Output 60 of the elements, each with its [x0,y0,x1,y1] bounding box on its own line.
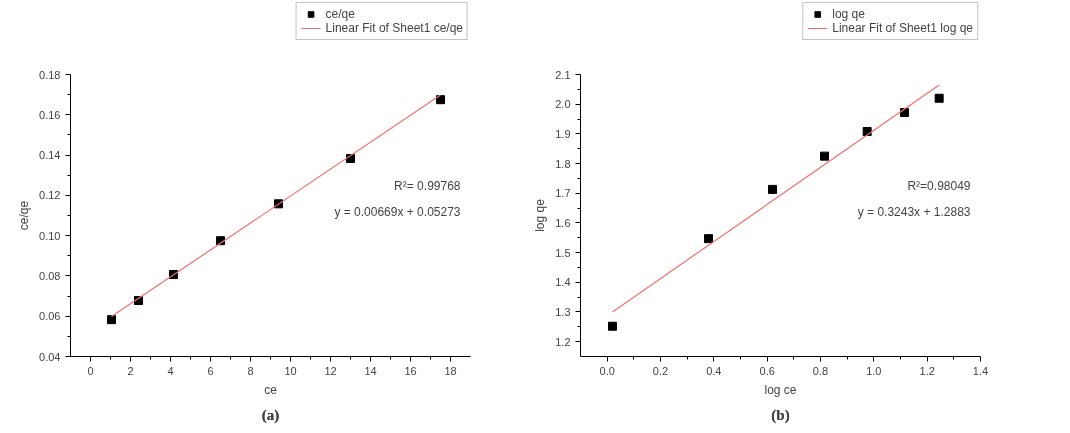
y-tick-label: 0.12 [39,189,61,202]
y-tick-label: 0.04 [39,350,61,363]
x-tick-label: 18 [444,364,457,377]
x-tick-label: 0.6 [759,364,775,377]
y-tick-label: 0.08 [39,269,61,282]
annotation: y = 0.00669x + 0.05273 [334,204,461,219]
text: (a) [261,406,280,424]
y-tick-label: 0.14 [39,149,61,162]
point [934,93,944,103]
y-axis-title: log qe [533,198,548,232]
legend-label: log qe [832,7,865,21]
point [768,184,777,194]
y-tick-label: 1.8 [555,157,571,170]
y-tick-label: 1.9 [555,127,571,140]
x-tick-label: 0.2 [652,364,669,377]
x-tick-label: 1.0 [866,364,882,377]
y-tick-label: 0.06 [39,310,61,323]
x-axis-title: ce [264,382,278,397]
point [107,315,116,325]
x-tick-label: 0 [87,364,94,377]
y-tick-label: 1.4 [555,276,571,289]
point [436,95,445,105]
y-tick-label: 0.18 [39,68,61,81]
point [900,108,909,117]
legend-label: Linear Fit of Sheet1 ce/qe [325,21,463,35]
point [346,154,355,163]
y-tick-label: 0.16 [39,108,61,121]
y-axis-title: ce/qe [17,200,32,231]
x-tick-label: 8 [247,364,254,377]
annotation: R²= 0.99768 [394,178,461,193]
annotation: R²=0.98049 [907,178,971,193]
y-tick-label: 1.3 [555,305,571,318]
x-tick-label: 0.4 [706,364,722,377]
point [820,151,829,161]
legend-label: Linear Fit of Sheet1 log qe [832,21,973,35]
x-tick-label: 6 [207,364,214,377]
annotation: y = 0.3243x + 1.2883 [857,204,971,219]
y-tick-label: 1.5 [555,246,571,259]
x-tick-label: 4 [167,364,174,377]
x-tick-label: 2 [127,364,134,377]
x-tick-label: 16 [404,364,417,377]
y-tick-label: 2.1 [555,68,571,81]
y-tick-label: 1.6 [555,216,571,229]
x-tick-label: 1.2 [919,364,935,377]
y-tick-label: 0.10 [39,229,61,242]
x-tick-label: 1.4 [972,364,989,377]
legend-label: ce/qe [325,7,355,21]
text: (b) [771,406,790,424]
point [862,126,872,136]
x-tick-label: 12 [324,364,337,377]
x-axis-title: log ce [764,382,797,397]
x-tick-label: 10 [284,364,297,377]
x-tick-label: 0.0 [599,364,615,377]
y-tick-label: 1.7 [555,187,571,200]
point [704,234,713,244]
x-tick-label: 14 [364,364,377,377]
y-tick-label: 2.0 [555,98,571,111]
x-tick-label: 0.8 [812,364,829,377]
point [608,321,617,331]
y-tick-label: 1.2 [555,335,571,348]
